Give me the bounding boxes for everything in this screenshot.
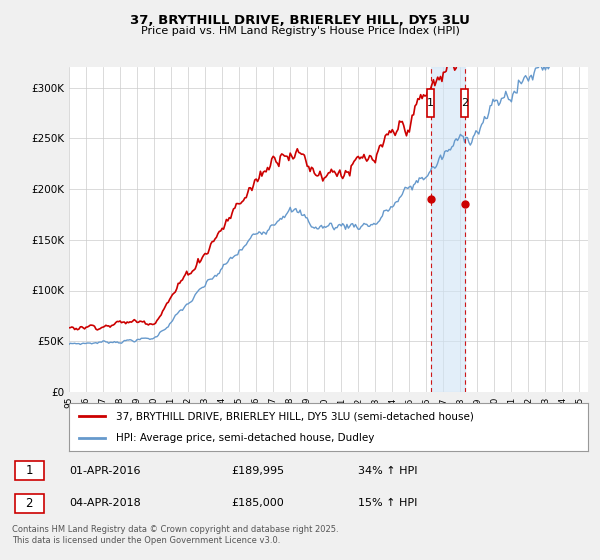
- Bar: [15, 461, 44, 480]
- Bar: [431, 67, 464, 392]
- Text: Contains HM Land Registry data © Crown copyright and database right 2025.
This d: Contains HM Land Registry data © Crown c…: [12, 525, 338, 545]
- Bar: [15, 494, 44, 513]
- Text: 04-APR-2018: 04-APR-2018: [70, 498, 142, 508]
- Text: Price paid vs. HM Land Registry's House Price Index (HPI): Price paid vs. HM Land Registry's House …: [140, 26, 460, 36]
- Text: HPI: Average price, semi-detached house, Dudley: HPI: Average price, semi-detached house,…: [116, 433, 374, 443]
- Text: 2: 2: [26, 497, 33, 510]
- Text: 15% ↑ HPI: 15% ↑ HPI: [358, 498, 417, 508]
- Text: 34% ↑ HPI: 34% ↑ HPI: [358, 466, 417, 476]
- Text: 1: 1: [26, 464, 33, 478]
- Text: 37, BRYTHILL DRIVE, BRIERLEY HILL, DY5 3LU: 37, BRYTHILL DRIVE, BRIERLEY HILL, DY5 3…: [130, 14, 470, 27]
- Text: 01-APR-2016: 01-APR-2016: [70, 466, 141, 476]
- Text: 37, BRYTHILL DRIVE, BRIERLEY HILL, DY5 3LU (semi-detached house): 37, BRYTHILL DRIVE, BRIERLEY HILL, DY5 3…: [116, 411, 473, 421]
- Text: £189,995: £189,995: [231, 466, 284, 476]
- Text: 1: 1: [427, 98, 434, 108]
- Text: 2: 2: [461, 98, 468, 108]
- Text: £185,000: £185,000: [231, 498, 284, 508]
- Bar: [461, 88, 469, 117]
- Bar: [427, 88, 434, 117]
